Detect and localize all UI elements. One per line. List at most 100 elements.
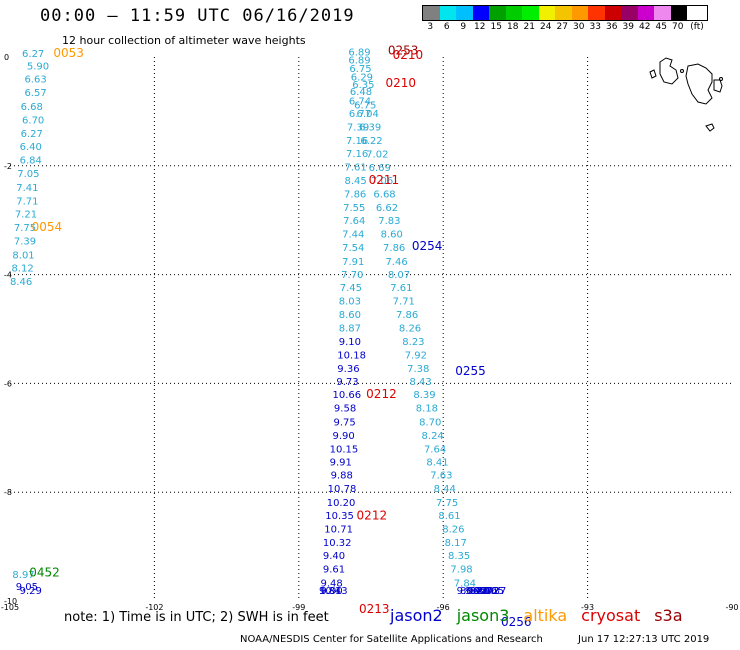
wave-height-value: 6.74 — [349, 96, 371, 107]
wave-height-value: 10.78 — [328, 484, 357, 495]
wave-height-value: 9.90 — [332, 431, 354, 442]
wave-height-value: 7.92 — [405, 350, 427, 361]
wave-height-value: 5.90 — [27, 62, 49, 73]
wave-height-value: 8.87 — [460, 586, 482, 597]
wave-height-value: 6.75 — [354, 101, 376, 112]
y-tick-label: 0 — [4, 53, 9, 62]
wave-height-value: 6.04 — [357, 109, 379, 120]
scale-tick-label: 12 — [474, 22, 486, 32]
x-tick-label: -96 — [437, 603, 450, 612]
wave-height-value: 7.02 — [366, 150, 388, 161]
scale-swatch — [423, 6, 440, 20]
wave-height-value: 6.68 — [373, 189, 395, 200]
scale-swatch — [505, 6, 522, 20]
scale-tick-label: 6 — [443, 22, 450, 32]
wave-height-value: 8.37 — [484, 586, 506, 597]
wave-height-value: 7.75 — [436, 498, 458, 509]
wave-height-value: 6.70 — [22, 115, 44, 126]
wave-height-value: 6.27 — [21, 129, 43, 140]
page-title: 00:00 – 11:59 UTC 06/16/2019 — [40, 6, 355, 26]
scale-tick-label: 3 — [427, 22, 434, 32]
x-tick-label: -99 — [292, 603, 305, 612]
legend-item-jason2: jason2 — [390, 606, 443, 625]
wave-height-value: 9.29 — [20, 586, 42, 597]
scale-tick-label: 30 — [573, 22, 585, 32]
wave-height-value: 10.15 — [330, 444, 359, 455]
wave-height-value: 8.07 — [388, 270, 410, 281]
wave-height-value: 8.87 — [339, 324, 361, 335]
wave-height-value: 7.61 — [345, 163, 367, 174]
map-axes: -105 -102 -99 -96 -93 -90 0 -2 -4 -6 -8 -10 — [1, 53, 739, 612]
wave-height-value: 9.88 — [331, 471, 353, 482]
wave-height-value: 7.83 — [378, 216, 400, 227]
wave-height-value: 9.10 — [339, 337, 361, 348]
wave-height-value: 6.77 — [349, 109, 371, 120]
scale-tick-label: 9 — [460, 22, 467, 32]
x-tick-label: -105 — [1, 603, 19, 612]
wave-height-value: 7.86 — [396, 310, 418, 321]
wave-height-value: 6.84 — [20, 156, 42, 167]
wave-height-value: 8.44 — [434, 484, 456, 495]
wave-height-value: 7.63 — [430, 471, 452, 482]
pass-time-label: 0212 — [366, 387, 397, 401]
wave-height-value: 9.58 — [334, 404, 356, 415]
pass-time-label: 0253 — [388, 43, 419, 57]
wave-height-value: 6.63 — [24, 75, 46, 86]
wave-height-value: 7.46 — [385, 257, 407, 268]
wave-height-value: 7.70 — [341, 270, 363, 281]
scale-tick-label: 70 — [672, 22, 684, 32]
wave-height-value: 9.90 — [320, 586, 342, 597]
scale-tick-label: 27 — [556, 22, 568, 32]
wave-height-value: 8.60 — [339, 310, 361, 321]
scale-tick-label: 21 — [523, 22, 535, 32]
wave-height-value: 6.35 — [352, 80, 374, 91]
wave-height-value: 7.45 — [340, 283, 362, 294]
wave-height-value: 8.41 — [426, 458, 448, 469]
wave-height-value: 6.89 — [348, 47, 370, 58]
pass-time-label: 0452 — [29, 566, 60, 580]
galapagos-islands — [649, 57, 723, 132]
satellite-legend: jason2 jason3 altika cryosat s3a — [390, 606, 697, 625]
footer-credit: NOAA/NESDIS Center for Satellite Applica… — [240, 634, 543, 645]
scale-swatch — [538, 6, 555, 20]
pass-time-label: 0254 — [412, 239, 443, 253]
scale-swatch — [670, 6, 687, 20]
scale-tick-label: 42 — [639, 22, 651, 32]
x-tick-label: -102 — [145, 603, 163, 612]
scale-swatch — [637, 6, 654, 20]
wave-height-value: 8.26 — [399, 324, 421, 335]
pass-labels: 0053005404520253021002100211025402120255… — [29, 43, 531, 629]
wave-height-value: 10.71 — [324, 524, 353, 535]
wave-height-value: 7.64 — [343, 216, 365, 227]
wave-height-value: 6.39 — [359, 122, 381, 133]
scale-swatch — [555, 6, 572, 20]
wave-height-value: 9.47 — [465, 586, 487, 597]
scale-ticks: 3 6 9 12 15 18 21 24 27 30 33 36 39 42 45 70 (ft) — [422, 22, 708, 32]
color-scale: 3 6 9 12 15 18 21 24 27 30 33 36 39 42 45 70 (ft) — [422, 5, 708, 32]
wave-height-value: 8.63 — [470, 586, 492, 597]
wave-height-value: 9.06 — [457, 586, 479, 597]
y-tick-label: -8 — [4, 488, 12, 497]
wave-height-value: 8.01 — [12, 250, 34, 261]
wave-height-value: 9.20 — [467, 586, 489, 597]
wave-height-value: 8.23 — [402, 337, 424, 348]
wave-height-value: 8.97 — [12, 570, 34, 581]
y-tick-label: -10 — [4, 597, 17, 606]
footer: NOAA/NESDIS Center for Satellite Applica… — [240, 634, 709, 645]
pass-time-label: 0211 — [369, 173, 400, 187]
pass-time-label: 0212 — [357, 508, 388, 522]
wave-height-value: 6.57 — [24, 88, 46, 99]
wave-height-value: 8.65 — [482, 586, 504, 597]
pass-time-label: 0255 — [455, 364, 486, 378]
wave-height-value: 7.86 — [344, 189, 366, 200]
wave-height-value: 8.61 — [438, 511, 460, 522]
scale-swatches — [422, 5, 708, 21]
scale-swatch — [472, 6, 489, 20]
wave-height-value: 7.05 — [17, 169, 39, 180]
wave-height-value: 10.13 — [319, 586, 348, 597]
pass-time-label: 0210 — [393, 48, 424, 62]
scale-tick-label: 15 — [490, 22, 502, 32]
pass-time-label: 0053 — [53, 46, 84, 60]
wave-height-value: 6.29 — [351, 72, 373, 83]
